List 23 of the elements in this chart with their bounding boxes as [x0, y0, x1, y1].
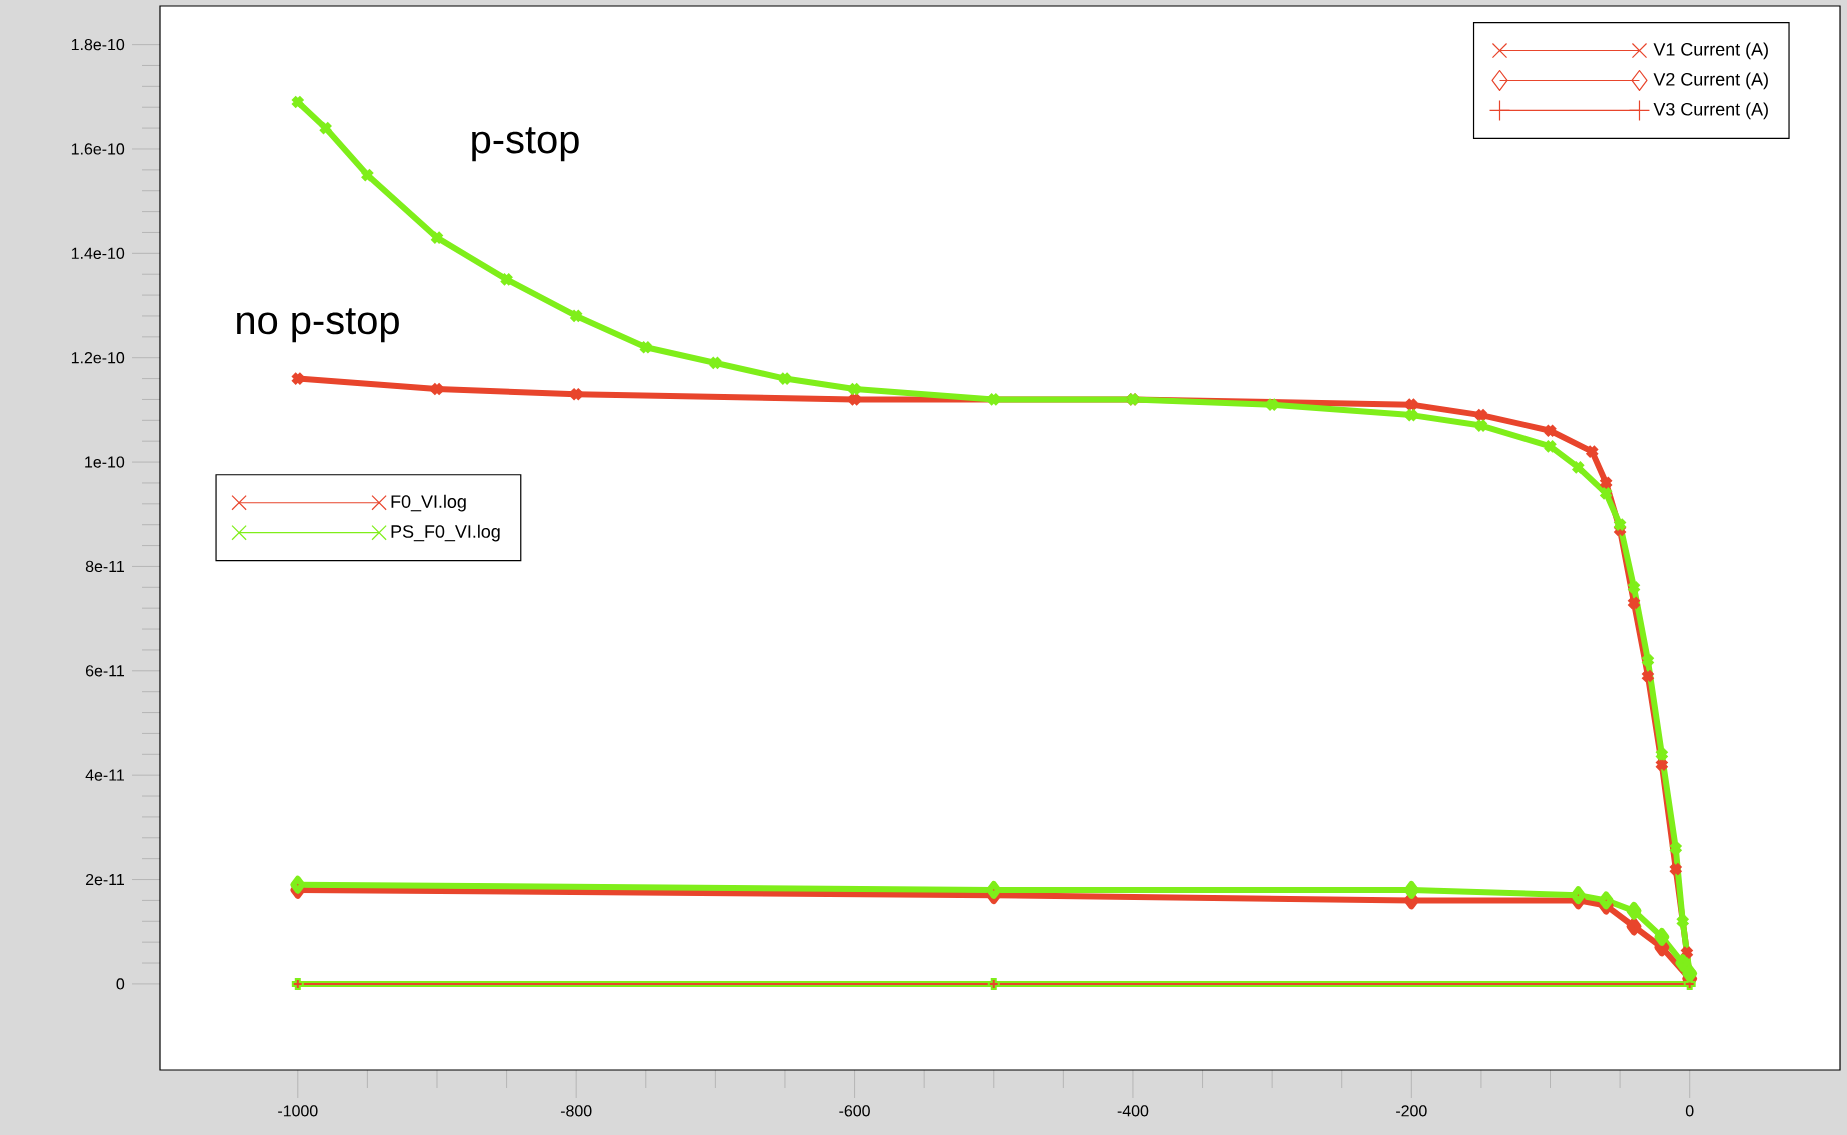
y-tick-label: 2e-11: [85, 873, 124, 886]
legend-label: V2 Current (A): [1653, 72, 1768, 90]
x-tick-label: -400: [1117, 1105, 1149, 1117]
x-tick-label: -200: [1396, 1105, 1427, 1117]
x-tick-label: -1000: [278, 1105, 318, 1117]
annotation: no p-stop: [237, 308, 399, 343]
y-tick-label: 6e-11: [85, 665, 124, 677]
legend-label: V1 Current (A): [1653, 42, 1768, 60]
y-tick-label: 1e-10: [85, 456, 125, 468]
y-tick-label: 0: [116, 978, 125, 990]
y-tick-label: 8e-11: [85, 560, 124, 573]
y-tick-label: 1.2e-10: [71, 352, 125, 364]
annotation: PS_F0_VI.log: [391, 524, 500, 542]
x-tick-label: -600: [839, 1105, 870, 1117]
y-tick-label: 1.8e-10: [71, 38, 125, 51]
x-tick-label: -800: [560, 1105, 592, 1117]
annotation: p-stop: [472, 127, 579, 162]
y-tick-label: 1.4e-10: [71, 247, 125, 259]
y-tick-label: 4e-11: [85, 769, 124, 781]
annotation: F0_VI.log: [391, 494, 466, 512]
x-tick-label: 0: [1685, 1105, 1694, 1117]
y-tick-label: 1.6e-10: [71, 143, 125, 155]
legend-label: V3 Current (A): [1653, 102, 1768, 120]
